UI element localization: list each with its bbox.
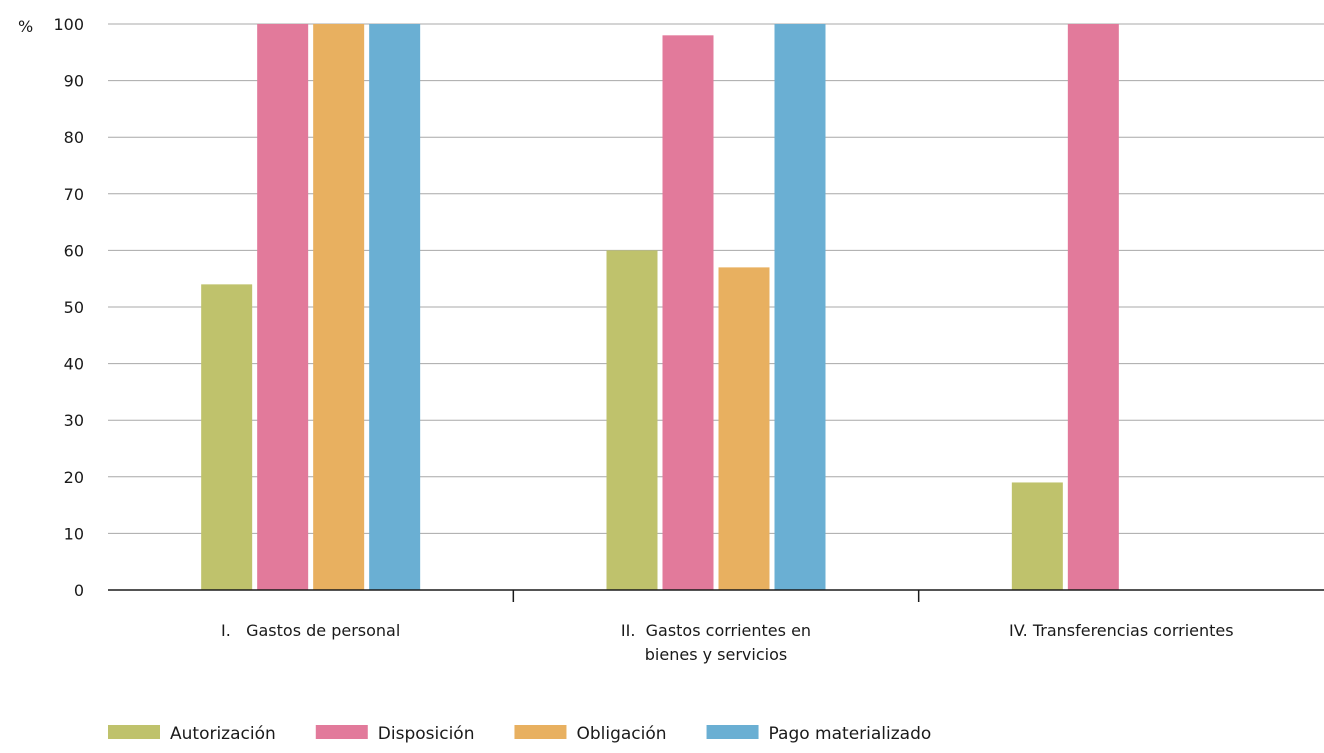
legend-swatch [706, 725, 759, 739]
legend-swatch [108, 725, 160, 739]
y-tick-label: 10 [64, 524, 84, 543]
bar [774, 24, 826, 590]
legend-label: Disposición [378, 724, 475, 744]
legend-label: Pago materializado [769, 724, 932, 744]
y-axis-label: % [18, 17, 33, 36]
x-category-label: bienes y servicios [645, 645, 787, 664]
y-tick-label: 90 [64, 72, 84, 91]
y-tick-label: 80 [64, 128, 84, 147]
legend-label: Autorización [170, 724, 276, 744]
y-tick-label: 0 [74, 581, 84, 600]
legend: Autorización Disposición Obligación Pago ma… [108, 724, 931, 744]
bar [257, 24, 309, 590]
y-tick-label: 30 [64, 411, 84, 430]
gridlines [108, 23, 1324, 534]
y-tick-label: 70 [64, 185, 84, 204]
y-tick-label: 20 [64, 468, 84, 487]
bar [313, 24, 365, 590]
legend-swatch [514, 725, 567, 739]
y-tick-label: 50 [64, 298, 84, 317]
y-tick-label: 60 [64, 241, 84, 260]
bar [606, 250, 658, 590]
x-category-label: I. Gastos de personal [221, 621, 400, 640]
bars [201, 24, 1119, 590]
x-axis [108, 589, 1324, 602]
bar [201, 284, 253, 590]
bar [1067, 24, 1119, 590]
x-category-label: IV. Transferencias corrientes [1009, 621, 1234, 640]
bar [369, 24, 421, 590]
legend-label: Obligación [576, 724, 666, 744]
y-axis-ticks: 0 10 20 30 40 50 60 70 80 90 100 [53, 15, 84, 600]
y-tick-label: 40 [64, 355, 84, 374]
x-category-label: II. Gastos corrientes en [621, 621, 811, 640]
bar [718, 267, 770, 590]
category-labels: I. Gastos de personal II. Gastos corrient… [221, 621, 1234, 664]
y-tick-label: 100 [53, 15, 84, 34]
bar [1011, 482, 1063, 590]
legend-swatch [315, 725, 368, 739]
bar [662, 35, 714, 590]
